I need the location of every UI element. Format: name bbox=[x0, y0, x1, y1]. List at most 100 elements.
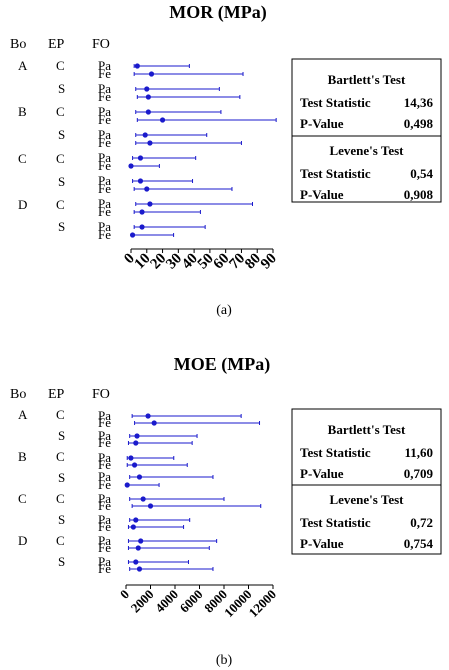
mor-bo-label: A bbox=[18, 58, 28, 73]
mor-bartlett-p-value: 0,498 bbox=[404, 116, 434, 131]
mor-fo-label: Pa bbox=[98, 58, 111, 73]
mor-ep-label: S bbox=[58, 81, 65, 96]
moe-ep-label: C bbox=[56, 449, 65, 464]
moe-caption: (b) bbox=[216, 653, 233, 668]
moe-fo-label: Pa bbox=[98, 428, 111, 443]
moe-center-marker bbox=[130, 524, 136, 530]
mor-bartlett-stat-value: 14,36 bbox=[404, 95, 434, 110]
moe-fo-label: Pa bbox=[98, 491, 111, 506]
moe-center-marker bbox=[135, 545, 141, 551]
mor-fo-label: Pa bbox=[98, 127, 111, 142]
mor-header-fo: FO bbox=[92, 37, 110, 52]
mor-center-marker bbox=[145, 94, 151, 100]
mor-bo-label: D bbox=[18, 197, 27, 212]
mor-center-marker bbox=[134, 63, 140, 69]
moe-center-marker bbox=[138, 538, 144, 544]
mor-fo-label: Fe bbox=[98, 204, 111, 219]
mor-ep-label: C bbox=[56, 104, 65, 119]
mor-fo-label: Fe bbox=[98, 66, 111, 81]
mor-center-marker bbox=[144, 186, 150, 192]
mor-ep-label: S bbox=[58, 127, 65, 142]
moe-center-marker bbox=[131, 462, 138, 468]
mor-fo-label: Pa bbox=[98, 173, 111, 188]
mor-plot-area: 0102030405060708090PaFePaFePaFePaFePaFeP… bbox=[98, 58, 442, 273]
moe-ep-label: S bbox=[58, 470, 65, 485]
moe-x-tick-label: 6000 bbox=[177, 587, 206, 616]
moe-ep-label: S bbox=[58, 428, 65, 443]
mor-fo-label: Fe bbox=[98, 89, 111, 104]
mor-levene-stat-value: 0,54 bbox=[410, 166, 433, 181]
moe-bartlett-stat-value: 11,60 bbox=[404, 445, 433, 460]
moe-fo-label: Fe bbox=[98, 561, 111, 576]
mor-center-marker bbox=[129, 232, 136, 238]
moe-header-fo: FO bbox=[92, 387, 110, 402]
moe-center-marker bbox=[140, 496, 146, 502]
mor-fo-label: Pa bbox=[98, 150, 111, 165]
moe-ep-label: S bbox=[58, 512, 65, 527]
moe-fo-label: Fe bbox=[98, 477, 111, 492]
moe-ep-label: C bbox=[56, 491, 65, 506]
moe-bo-label: D bbox=[18, 533, 27, 548]
mor-fo-label: Pa bbox=[98, 81, 111, 96]
mor-bo-label: C bbox=[18, 151, 27, 166]
mor-center-marker bbox=[137, 155, 144, 161]
moe-bartlett-p-value: 0,709 bbox=[404, 466, 434, 481]
moe-header-ep: EP bbox=[48, 387, 65, 402]
moe-fo-label: Pa bbox=[98, 533, 111, 548]
moe-fo-label: Pa bbox=[98, 512, 111, 527]
mor-fo-label: Pa bbox=[98, 196, 111, 211]
moe-levene-stat-value: 0,72 bbox=[410, 515, 433, 530]
moe-center-marker bbox=[133, 440, 139, 446]
mor-center-marker bbox=[148, 71, 155, 77]
moe-x-tick-label: 0 bbox=[117, 587, 132, 602]
moe-levene-title: Levene's Test bbox=[329, 492, 404, 507]
moe-x-tick-label: 4000 bbox=[152, 587, 181, 616]
mor-ep-label: C bbox=[56, 58, 65, 73]
moe-fo-label: Fe bbox=[98, 435, 111, 450]
moe-header-bo: Bo bbox=[10, 387, 26, 402]
moe-levene-p-label: P-Value bbox=[300, 536, 344, 551]
moe-levene-p-value: 0,754 bbox=[404, 536, 434, 551]
moe-fo-label: Fe bbox=[98, 457, 111, 472]
moe-fo-label: Pa bbox=[98, 408, 111, 423]
mor-center-marker bbox=[139, 224, 145, 230]
mor-center-marker bbox=[144, 86, 150, 92]
moe-fo-label: Fe bbox=[98, 498, 111, 513]
mor-header-ep: EP bbox=[48, 37, 65, 52]
panel-mor: MOR (MPa) Bo EP FO A B C D C S C S C S C… bbox=[10, 2, 442, 318]
mor-x-tick-label: 90 bbox=[258, 251, 280, 273]
moe-bartlett-title: Bartlett's Test bbox=[328, 422, 406, 437]
mor-center-marker bbox=[159, 117, 166, 123]
moe-center-marker bbox=[133, 517, 139, 523]
moe-fo-label: Fe bbox=[98, 540, 111, 555]
mor-ep-label: C bbox=[56, 151, 65, 166]
mor-levene-title: Levene's Test bbox=[329, 143, 404, 158]
mor-levene-stat-label: Test Statistic bbox=[300, 166, 371, 181]
moe-x-tick-label: 10000 bbox=[221, 587, 255, 621]
moe-fo-label: Fe bbox=[98, 415, 111, 430]
mor-title: MOR (MPa) bbox=[169, 2, 266, 23]
mor-center-marker bbox=[147, 140, 153, 146]
mor-center-marker bbox=[137, 178, 144, 184]
mor-center-marker bbox=[147, 201, 153, 207]
moe-bartlett-stat-label: Test Statistic bbox=[300, 445, 371, 460]
moe-bo-label: C bbox=[18, 491, 27, 506]
moe-x-tick-label: 12000 bbox=[246, 587, 280, 621]
moe-center-marker bbox=[136, 566, 143, 572]
moe-fo-label: Fe bbox=[98, 519, 111, 534]
moe-center-marker bbox=[147, 503, 154, 509]
moe-levene-stat-label: Test Statistic bbox=[300, 515, 371, 530]
mor-fo-label: Fe bbox=[98, 158, 111, 173]
moe-ep-label: S bbox=[58, 554, 65, 569]
mor-ep-label: S bbox=[58, 174, 65, 189]
moe-center-marker bbox=[145, 413, 151, 419]
mor-bo-label: B bbox=[18, 104, 27, 119]
mor-center-marker bbox=[145, 109, 151, 115]
moe-plot-area: 020004000600080001000012000PaFePaFePaFeP… bbox=[98, 408, 442, 621]
mor-header-bo: Bo bbox=[10, 37, 26, 52]
moe-tests-box bbox=[291, 408, 442, 555]
moe-bo-label: A bbox=[18, 407, 28, 422]
mor-center-marker bbox=[142, 132, 148, 138]
mor-center-marker bbox=[128, 163, 134, 169]
